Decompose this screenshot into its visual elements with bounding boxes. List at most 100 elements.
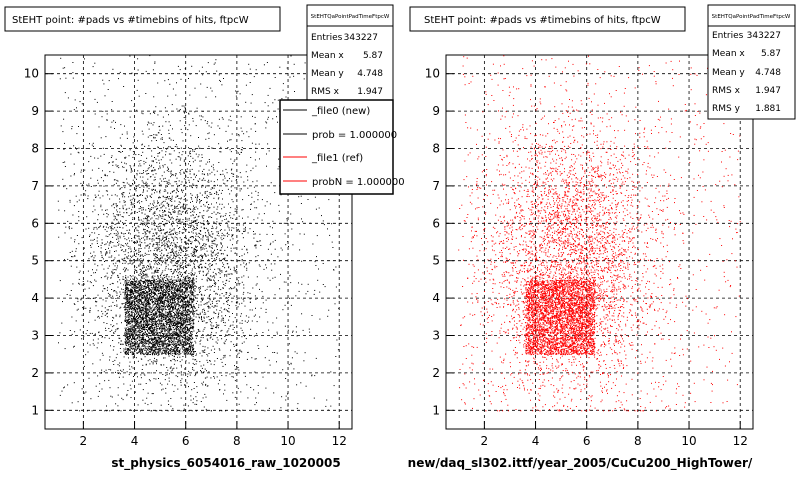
data-point [228,227,230,229]
data-point [132,325,134,327]
data-point [190,284,191,286]
data-point [118,151,120,152]
data-point [156,191,158,193]
data-point [125,330,126,332]
data-point [176,183,178,185]
data-point [209,234,211,236]
data-point [188,337,190,339]
data-point [165,263,167,265]
data-point [98,227,100,229]
data-point [191,286,193,287]
data-point [119,201,121,203]
data-point [160,351,162,353]
data-point [179,273,181,275]
data-point [140,322,142,324]
data-point [133,153,135,155]
data-point [174,350,176,352]
data-point [185,337,187,339]
data-point [112,204,114,206]
data-point [231,273,233,275]
data-point [145,291,147,293]
data-point [212,335,214,337]
data-point [138,336,140,338]
data-point [242,237,244,239]
data-point [128,314,129,316]
data-point [171,288,173,290]
data-point [152,325,154,326]
data-point [144,297,146,299]
data-point [262,295,264,297]
data-point [141,326,142,328]
data-point [132,331,134,333]
data-point [157,275,159,277]
data-point [154,229,156,231]
data-point [173,356,175,358]
data-point [180,336,182,338]
data-point [140,299,142,301]
data-point [239,283,241,284]
data-point [184,224,186,226]
data-point [147,309,149,311]
data-point [157,351,159,353]
data-point [128,329,130,331]
data-point [227,246,228,248]
data-point [188,338,190,340]
data-point [220,243,222,245]
data-point [174,264,176,266]
data-point [186,283,188,285]
data-point [138,236,140,238]
data-point [155,347,157,349]
data-point [191,255,193,257]
data-point [168,307,170,309]
data-point [177,307,179,309]
data-point [134,329,136,331]
data-point [158,298,160,300]
data-point [145,309,146,311]
data-point [164,262,166,264]
data-point [152,344,154,346]
data-point [140,328,142,329]
data-point [151,313,152,315]
data-point [187,350,189,352]
data-point [168,342,170,344]
data-point [177,323,178,325]
data-point [190,335,191,337]
data-point [167,330,169,332]
data-point [185,313,187,315]
data-point [133,331,134,333]
data-point [149,293,151,295]
data-point [186,289,188,291]
data-point [126,291,128,293]
data-point [125,354,127,355]
data-point [130,331,132,332]
data-point [166,326,168,328]
data-point [125,308,127,310]
data-point [141,314,143,316]
data-point [151,325,153,326]
data-point [179,265,181,267]
data-point [255,314,256,316]
data-point [184,304,186,306]
data-point [149,306,151,308]
data-point [210,336,212,338]
data-point [129,361,131,363]
data-point [126,244,128,246]
data-point [186,199,188,201]
data-point [153,378,155,380]
data-point [169,247,171,249]
data-point [129,328,131,330]
data-point [143,320,145,322]
data-point [154,293,156,294]
data-point [141,261,143,263]
data-point [180,317,182,319]
data-point [151,353,153,355]
data-point [150,283,152,285]
data-point [189,290,191,292]
data-point [167,168,169,170]
data-point [127,294,129,296]
data-point [147,317,149,319]
data-point [153,279,155,281]
data-point [188,302,190,304]
data-point [226,275,228,277]
data-point [112,326,114,328]
